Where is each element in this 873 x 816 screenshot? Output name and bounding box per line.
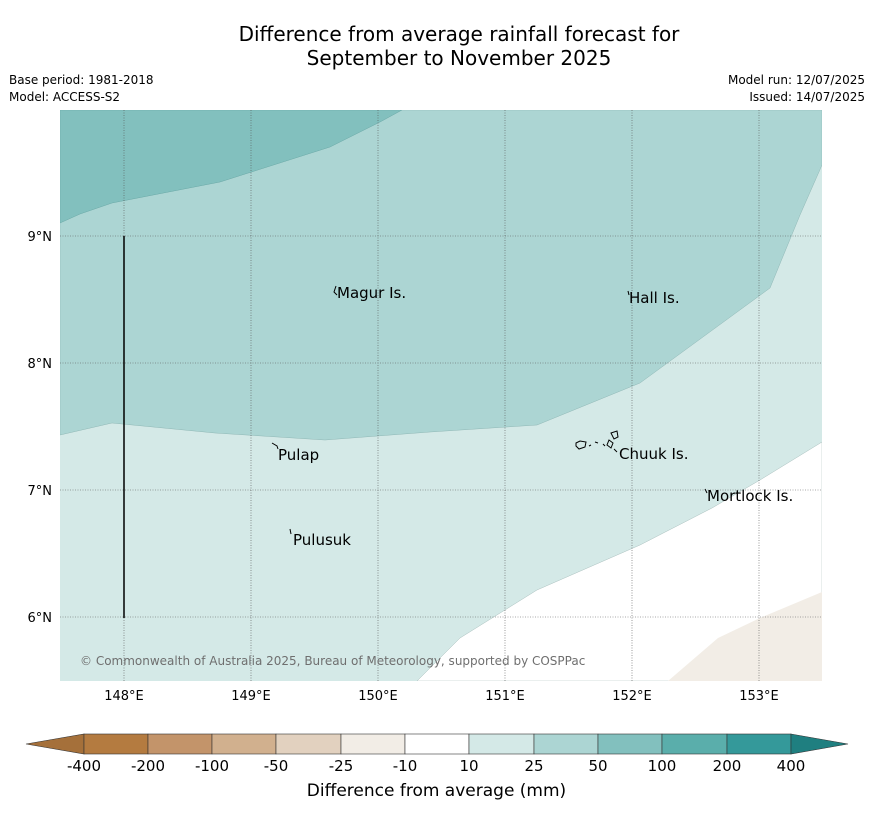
colorbar-segment	[83, 733, 149, 755]
colorbar-segment	[404, 733, 470, 755]
colorbar-segment	[147, 733, 213, 755]
lon-tick-label: 148°E	[104, 689, 144, 704]
zone-25-50	[60, 110, 822, 441]
latitude-ticks: 9°N 8°N 7°N 6°N	[28, 230, 53, 626]
place-label: Pulusuk	[293, 531, 351, 549]
base-period: Base period: 1981-2018	[9, 73, 154, 87]
place-label: Hall Is.	[629, 289, 680, 307]
map-fills	[60, 110, 822, 681]
colorbar-segment	[533, 733, 599, 755]
zone-minus25-minus10	[668, 592, 822, 681]
place-label: Mortlock Is.	[707, 487, 793, 505]
place-label: Pulap	[278, 446, 319, 464]
lat-tick-label: 9°N	[28, 230, 53, 245]
place-label: Magur Is.	[337, 284, 406, 302]
colorbar-tick-label: -25	[329, 757, 354, 775]
colorbar-arrow-right	[790, 733, 849, 755]
colorbar-tick-label: -400	[67, 757, 101, 775]
island-pulusuk	[289, 528, 292, 535]
colorbar-segment	[275, 733, 342, 755]
lon-tick-label: 151°E	[485, 689, 525, 704]
copyright-notice: © Commonwealth of Australia 2025, Bureau…	[80, 654, 585, 668]
lon-tick-label: 150°E	[358, 689, 398, 704]
island-mortlock	[704, 488, 708, 494]
title-line-2: September to November 2025	[306, 46, 612, 70]
lon-tick-label: 152°E	[612, 689, 652, 704]
colorbar-segment	[211, 733, 277, 755]
colorbar-arrow-left	[25, 733, 85, 755]
colorbar-segment	[597, 733, 663, 755]
issued-date: Issued: 14/07/2025	[749, 90, 865, 104]
lon-tick-label: 153°E	[739, 689, 779, 704]
colorbar-tick-label: -200	[131, 757, 165, 775]
colorbar-segment	[340, 733, 406, 755]
colorbar-ticks: -400 -200 -100 -50 -25 -10 10 25 50 100 …	[67, 757, 805, 775]
zone-50-100	[60, 110, 403, 224]
island-chuuk	[575, 430, 619, 453]
meta-right: Model run: 12/07/2025 Issued: 14/07/2025	[728, 72, 865, 106]
colorbar-tick-label: -50	[264, 757, 289, 775]
meta-left: Base period: 1981-2018 Model: ACCESS-S2	[9, 72, 154, 106]
model-run: Model run: 12/07/2025	[727, 73, 865, 87]
chart-title: Difference from average rainfall forecas…	[0, 22, 873, 70]
lon-tick-label: 149°E	[231, 689, 271, 704]
place-labels: Magur Is. Hall Is. Pulap Chuuk Is. Mortl…	[278, 284, 793, 549]
lat-tick-label: 6°N	[28, 611, 53, 626]
lat-tick-label: 8°N	[28, 357, 53, 372]
longitude-ticks: 148°E 149°E 150°E 151°E 152°E 153°E	[104, 689, 779, 704]
zone-neutral	[416, 441, 822, 681]
colorbar-tick-label: 400	[777, 757, 806, 775]
colorbar-tick-label: 50	[588, 757, 607, 775]
island-magur	[333, 285, 338, 296]
island-hall	[627, 290, 630, 296]
colorbar-segment	[661, 733, 728, 755]
lat-tick-label: 7°N	[28, 484, 53, 499]
colorbar-tick-label: 10	[459, 757, 478, 775]
place-label: Chuuk Is.	[619, 445, 688, 463]
title-line-1: Difference from average rainfall forecas…	[238, 22, 680, 46]
colorbar	[25, 733, 849, 755]
island-outlines	[271, 285, 708, 535]
island-pulap	[271, 442, 279, 450]
colorbar-tick-label: -100	[195, 757, 229, 775]
colorbar-segment	[468, 733, 535, 755]
colorbar-tick-label: 200	[713, 757, 742, 775]
colorbar-tick-label: -10	[393, 757, 418, 775]
model-name: Model: ACCESS-S2	[9, 90, 121, 104]
colorbar-tick-label: 25	[524, 757, 543, 775]
colorbar-segment	[726, 733, 792, 755]
colorbar-title: Difference from average (mm)	[306, 781, 567, 801]
colorbar-tick-label: 100	[648, 757, 677, 775]
